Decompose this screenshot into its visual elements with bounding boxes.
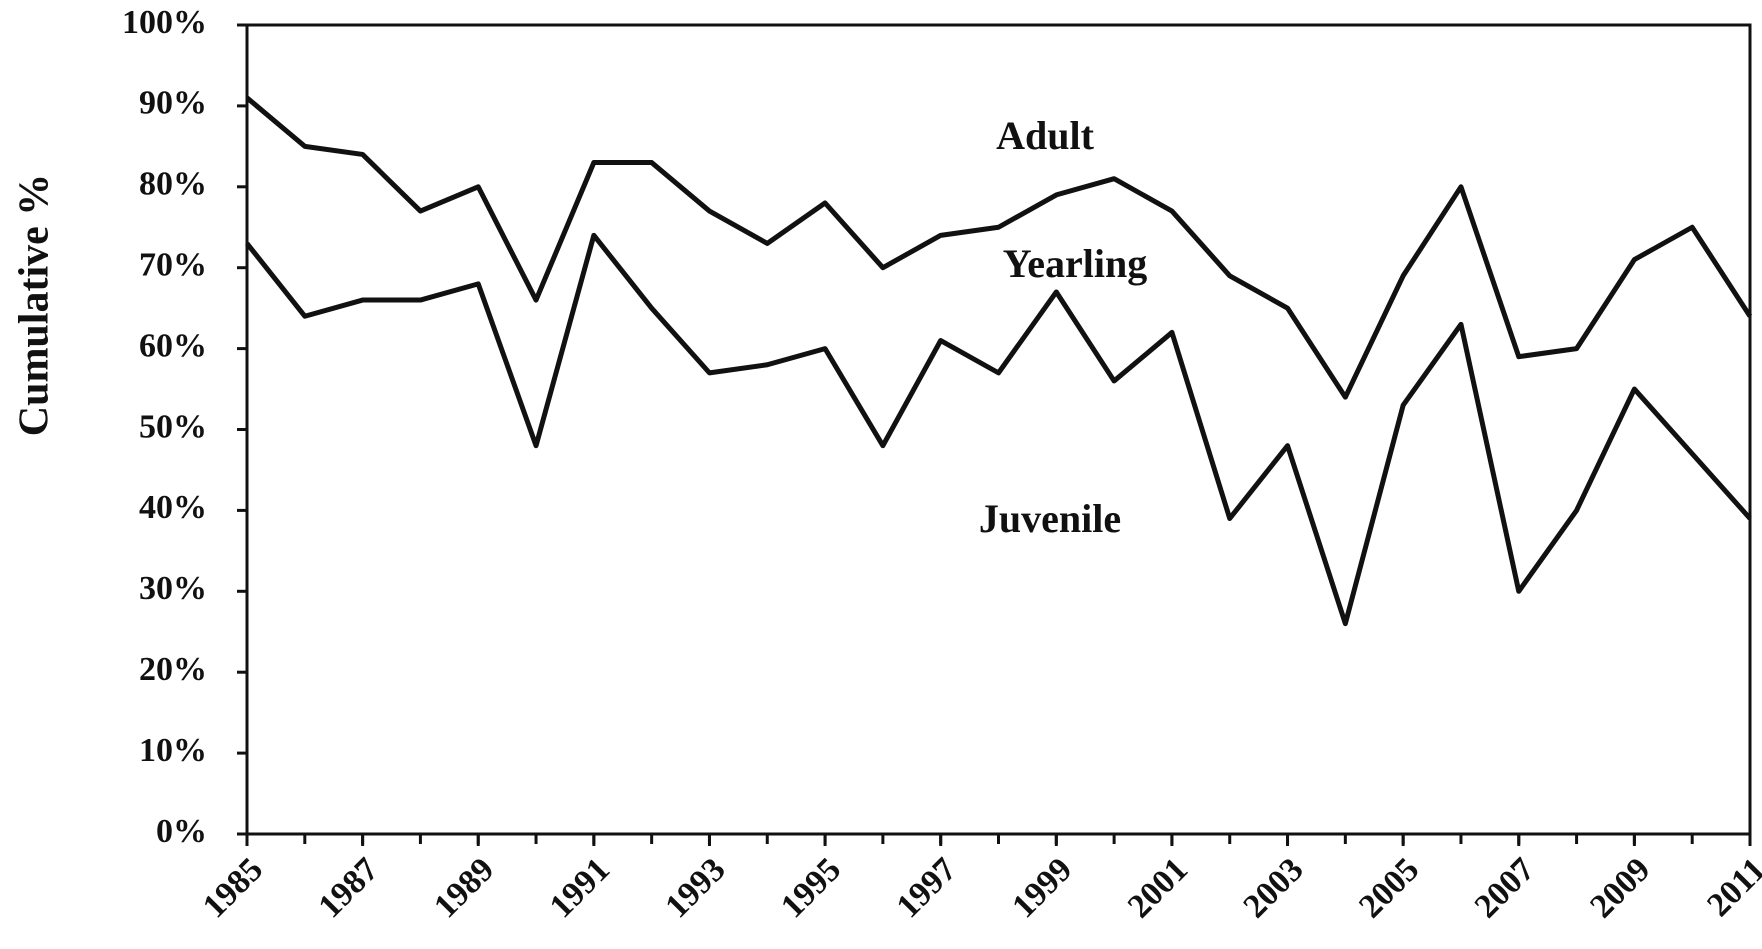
y-tick-label: 10% <box>139 732 207 769</box>
x-tick-label: 1997 <box>890 851 964 925</box>
annotation: Adult <box>996 113 1094 158</box>
x-tick-label: 2003 <box>1236 851 1310 925</box>
y-tick-label: 100% <box>122 4 207 41</box>
x-tick-label: 1987 <box>312 851 386 925</box>
x-tick-label: 1991 <box>543 851 617 925</box>
y-tick-label: 70% <box>139 246 207 283</box>
x-tick-label: 1995 <box>774 851 848 925</box>
line <box>245 232 1752 627</box>
y-tick-label: 0% <box>156 813 207 850</box>
x-tick-label: 1985 <box>196 851 270 925</box>
annotation: Yearling <box>1003 241 1147 286</box>
y-tick-label: 50% <box>139 408 207 445</box>
y-tick-label: 90% <box>139 85 207 122</box>
y-tick-label: 40% <box>139 489 207 526</box>
x-tick-label: 1993 <box>658 851 732 925</box>
y-tick-label: 60% <box>139 327 207 364</box>
x-tick-label: 2005 <box>1352 851 1426 925</box>
x-tick-label: 2009 <box>1583 851 1657 925</box>
annotation: Juvenile <box>979 496 1121 541</box>
x-tick-label: 2011 <box>1700 851 1762 924</box>
x-tick-label: 1989 <box>427 851 501 925</box>
x-tick-label: 2007 <box>1468 851 1542 925</box>
x-tick-label: 1999 <box>1005 851 1079 925</box>
line <box>245 95 1753 400</box>
y-tick-label: 30% <box>139 570 207 607</box>
y-tick-label: 20% <box>139 651 207 688</box>
y-tick-label: 80% <box>139 166 207 203</box>
x-tick-label: 2001 <box>1121 851 1195 925</box>
y-axis-label: Cumulative % <box>12 174 58 437</box>
